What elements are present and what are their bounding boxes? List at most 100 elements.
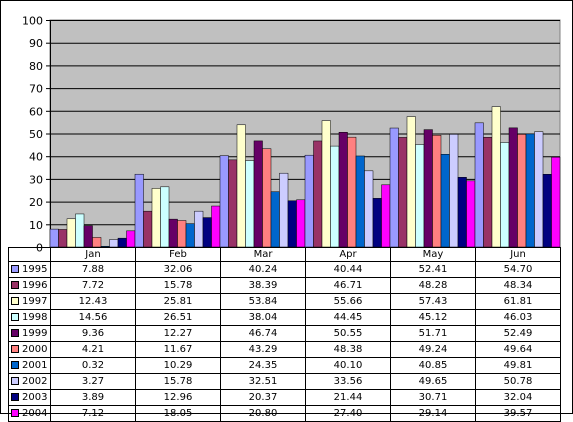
bar-2003-May [457,177,467,248]
data-label: 12.96 [135,389,221,406]
legend-swatch [11,377,19,385]
bar-1999-Mar [253,140,263,248]
data-label: 44.45 [305,309,391,326]
bar-2000-Apr [347,136,357,248]
data-label: 49.65 [390,373,476,390]
data-label: 40.85 [390,357,476,374]
data-label: 10.29 [135,357,221,374]
data-label: 43.29 [220,341,306,358]
data-label: 48.38 [305,341,391,358]
legend-swatch [11,265,19,273]
bar-1998-Mar [245,160,255,248]
x-tick-label: Apr [305,247,391,262]
bar-2004-Feb [211,205,221,248]
data-label: 7.88 [50,261,136,278]
bar-2000-Jun [517,134,527,248]
bar-1997-Mar [236,124,246,248]
data-label: 12.27 [135,325,221,342]
data-table: Jan Feb Mar Apr May Jun 1995 7.88 32.06 40.24 40.4… [8,247,561,422]
bar-2000-Jan [92,237,102,248]
bar-2000-Feb [177,220,187,248]
bar-1996-May [398,137,408,248]
legend-entry: 2003 [8,389,51,406]
data-label: 15.78 [135,277,221,294]
legend-entry: 1998 [8,309,51,326]
data-label: 25.81 [135,293,221,310]
legend-label: 1999 [22,328,48,339]
data-label: 51.71 [390,325,476,342]
data-label: 24.35 [220,357,306,374]
bar-2003-Jun [542,174,552,248]
bar-2001-Jun [525,133,535,248]
bar-2002-Apr [364,170,374,248]
table-row: 1995 7.88 32.06 40.24 40.44 52.41 54.70 [8,261,561,278]
table-row: 1999 9.36 12.27 46.74 50.55 51.71 52.49 [8,325,561,342]
bar-1999-Jan [83,225,93,248]
legend-label: 1997 [22,296,48,307]
legend-entry: 2002 [8,373,51,390]
bar-2002-Jun [534,131,544,248]
table-row: 2000 4.21 11.67 43.29 48.38 49.24 49.64 [8,341,561,358]
bar-1996-Feb [143,210,153,248]
bar-1995-Mar [219,155,229,248]
data-label: 3.89 [50,389,136,406]
table-corner [8,247,51,262]
legend-label: 2002 [22,376,48,387]
legend-entry: 2000 [8,341,51,358]
table-row: 1997 12.43 25.81 53.84 55.66 57.43 61.81 [8,293,561,310]
bar-2004-Jan [126,230,136,248]
data-label: 57.43 [390,293,476,310]
legend-label: 1998 [22,312,48,323]
bar-2002-Feb [194,210,204,248]
bar-2004-Jun [551,156,561,248]
table-row: 2002 3.27 15.78 32.51 33.56 49.65 50.78 [8,373,561,390]
legend-swatch [11,345,19,353]
table-row: 2001 0.32 10.29 24.35 40.10 40.85 49.81 [8,357,561,374]
data-label: 45.12 [390,309,476,326]
data-label: 15.78 [135,373,221,390]
x-tick-label: Jan [50,247,136,262]
data-label: 53.84 [220,293,306,310]
bar-2001-Apr [355,155,365,248]
data-label: 54.70 [475,261,561,278]
bar-1998-Apr [330,145,340,248]
data-label: 33.56 [305,373,391,390]
data-label: 26.51 [135,309,221,326]
data-label: 4.21 [50,341,136,358]
bar-1999-Jun [508,127,518,248]
legend-label: 1996 [22,280,48,291]
data-label: 52.49 [475,325,561,342]
y-tick-label: 10 [29,219,43,232]
data-label: 30.71 [390,389,476,406]
legend-entry: 1996 [8,277,51,294]
bar-2000-May [432,134,442,248]
data-label: 32.51 [220,373,306,390]
x-tick-label: Feb [135,247,221,262]
table-row: 2003 3.89 12.96 20.37 21.44 30.71 32.04 [8,389,561,406]
legend-label: 2000 [22,344,48,355]
legend-swatch [11,313,19,321]
legend-entry: 1995 [8,261,51,278]
y-tick-label: 70 [29,83,43,96]
data-label: 52.41 [390,261,476,278]
legend-label: 1995 [22,264,48,275]
y-tick-label: 50 [29,128,43,141]
data-label: 49.81 [475,357,561,374]
table-header-row: Jan Feb Mar Apr May Jun [8,247,561,262]
y-tick-label: 90 [29,37,43,50]
bar-1997-Apr [321,120,331,248]
data-label: 38.39 [220,277,306,294]
bar-1995-May [389,127,399,248]
bar-1998-Jan [75,213,85,248]
legend-swatch [11,361,19,369]
data-label: 50.78 [475,373,561,390]
data-label: 49.64 [475,341,561,358]
bar-2003-Apr [372,198,382,248]
data-label: 40.10 [305,357,391,374]
data-label: 40.24 [220,261,306,278]
legend-swatch [11,297,19,305]
legend-entry: 2001 [8,357,51,374]
bar-1996-Jan [58,229,68,248]
data-label: 50.55 [305,325,391,342]
data-label: 3.27 [50,373,136,390]
